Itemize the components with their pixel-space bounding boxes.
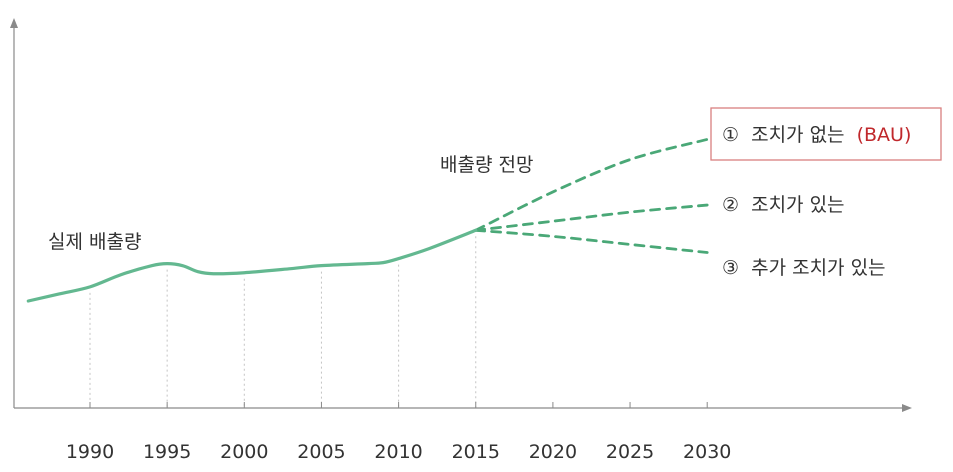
x-tick-label-2025: 2025 bbox=[606, 441, 654, 463]
scenario-1-label: ① 조치가 없는 (BAU) bbox=[722, 124, 911, 146]
scenario-1-bau: (BAU) bbox=[857, 124, 912, 146]
actual-emissions-label: 실제 배출량 bbox=[48, 231, 141, 253]
scenario-2-number: ② bbox=[722, 194, 739, 216]
scenario-3-text: 추가 조치가 있는 bbox=[751, 257, 885, 279]
actual-emissions-line bbox=[26, 228, 478, 303]
x-axis-arrow bbox=[902, 404, 912, 412]
scenario-1-line bbox=[474, 138, 709, 232]
scenario-3-number: ③ bbox=[722, 257, 739, 279]
x-tick-label-2015: 2015 bbox=[452, 441, 500, 463]
scenario-2-line bbox=[474, 203, 709, 232]
scenario-lines bbox=[474, 138, 709, 254]
x-tick-label-2000: 2000 bbox=[220, 441, 268, 463]
x-tick-label-2010: 2010 bbox=[374, 441, 422, 463]
x-tick-label-2020: 2020 bbox=[529, 441, 577, 463]
y-axis-arrow bbox=[10, 18, 18, 28]
scenario-1-text: 조치가 없는 bbox=[751, 124, 844, 146]
scenario-1-number: ① bbox=[722, 124, 739, 146]
scenario-2-text: 조치가 있는 bbox=[751, 194, 844, 216]
x-tick-label-2030: 2030 bbox=[683, 441, 731, 463]
x-tick-label-1995: 1995 bbox=[143, 441, 191, 463]
projection-label: 배출량 전망 bbox=[440, 154, 533, 176]
grid-lines bbox=[89, 236, 477, 408]
scenario-2-label: ② 조치가 있는 bbox=[722, 194, 845, 216]
x-tick-labels: 1990 1995 2000 2005 2010 2015 2020 2025 2030 bbox=[66, 441, 732, 463]
scenario-3-label: ③ 추가 조치가 있는 bbox=[722, 257, 886, 279]
scenario-3-line bbox=[474, 228, 709, 254]
x-axis-ticks bbox=[89, 402, 708, 408]
bau-label-box bbox=[710, 107, 942, 161]
x-tick-label-2005: 2005 bbox=[297, 441, 345, 463]
x-tick-label-1990: 1990 bbox=[66, 441, 114, 463]
